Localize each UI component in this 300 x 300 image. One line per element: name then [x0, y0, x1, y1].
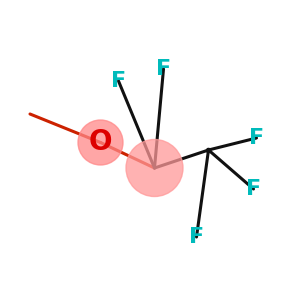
Text: F: F	[249, 128, 264, 148]
Text: F: F	[111, 71, 126, 91]
Circle shape	[126, 140, 183, 196]
Text: F: F	[156, 59, 171, 79]
Circle shape	[78, 120, 123, 165]
Text: F: F	[189, 227, 204, 247]
Text: O: O	[89, 128, 112, 157]
Text: F: F	[246, 179, 261, 199]
